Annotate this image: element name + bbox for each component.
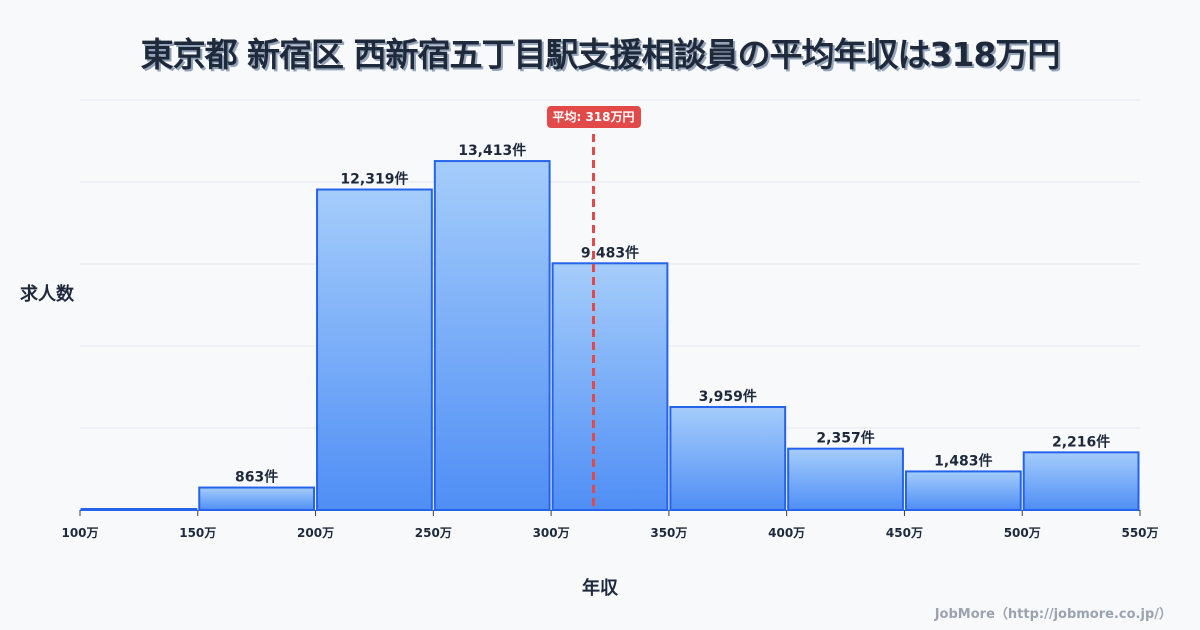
histogram-bar (669, 406, 787, 511)
credit-text: JobMore（http://jobmore.co.jp/） (934, 607, 1172, 622)
bar-value-label: 1,483件 (934, 452, 992, 469)
y-axis-label: 求人数 (20, 284, 74, 305)
histogram-bar (433, 160, 551, 511)
x-axis-ticks: 100万 150万 200万 250万 300万 350万 400万 450万 500万 550万 (61, 510, 1159, 540)
bar-value-label: 3,959件 (699, 388, 757, 405)
bar-value-label: 863件 (235, 469, 278, 486)
x-axis-label: 年収 (582, 578, 618, 599)
x-tick-label: 500万 (1004, 526, 1041, 540)
bar-value-label: 2,216件 (1052, 433, 1110, 450)
bar-value-labels: 863件 12,319件 13,413件 9,483件 3,959件 2,357件 1,48… (235, 142, 1110, 485)
bar-value-label: 12,319件 (340, 171, 408, 188)
histogram-bar (198, 486, 316, 511)
x-tick-label: 100万 (61, 526, 98, 540)
bars (80, 160, 1140, 511)
histogram-bar (80, 508, 198, 511)
histogram-bar (316, 188, 433, 511)
histogram-bar (1022, 451, 1140, 511)
mean-badge: 平均: 318万円 (546, 106, 641, 128)
x-tick-label: 250万 (415, 526, 452, 540)
x-tick-label: 300万 (533, 526, 570, 540)
x-tick-label: 200万 (297, 526, 334, 540)
histogram-bar (904, 470, 1022, 511)
bar-value-label: 13,413件 (458, 142, 526, 159)
x-tick-label: 450万 (886, 526, 923, 540)
x-tick-label: 350万 (650, 526, 687, 540)
histogram-bar (551, 262, 669, 511)
x-tick-label: 550万 (1121, 526, 1158, 540)
x-tick-label: 400万 (768, 526, 805, 540)
histogram-bar (787, 447, 904, 511)
bar-value-label: 9,483件 (581, 244, 639, 261)
x-tick-label: 150万 (179, 526, 216, 540)
chart-title: 東京都 新宿区 西新宿五丁目駅支援相談員の平均年収は318万円 (140, 35, 1061, 74)
bar-value-label: 2,357件 (816, 430, 874, 447)
